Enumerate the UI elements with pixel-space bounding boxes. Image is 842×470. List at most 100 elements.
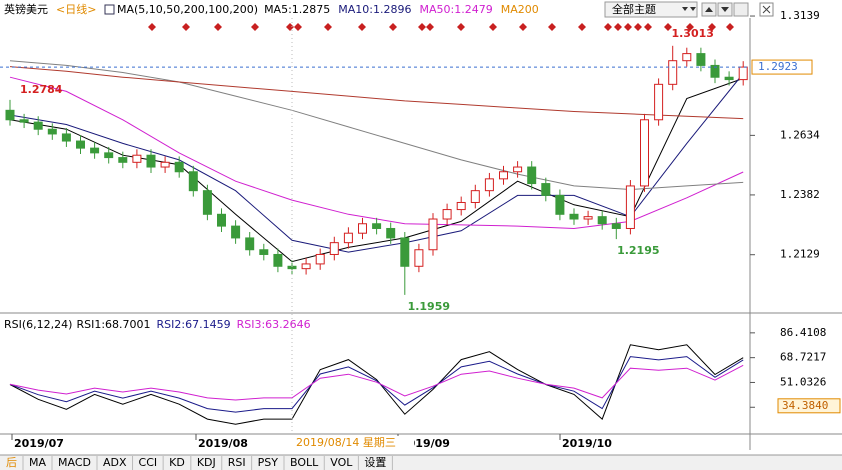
tab[interactable]: RSI <box>228 456 246 469</box>
candle-body <box>118 157 128 163</box>
ma-legend-item: MA50:1.2479 <box>420 3 493 16</box>
candle-body <box>19 119 29 123</box>
tab[interactable]: MACD <box>58 456 91 469</box>
current-price-box <box>751 59 813 75</box>
event-marker <box>604 23 612 31</box>
tab[interactable]: BOLL <box>290 456 319 469</box>
extreme-label: 1.2784 <box>20 83 63 96</box>
candle-body <box>456 201 466 211</box>
candle-body <box>484 178 494 192</box>
tab[interactable]: KDJ <box>197 456 216 469</box>
rsi-legend-item: RSI3:63.2646 <box>237 318 311 331</box>
tab[interactable]: ADX <box>103 456 127 469</box>
candle-body <box>682 53 692 62</box>
x-tick-label: 2019/10 <box>562 437 612 450</box>
candle-body <box>259 249 269 255</box>
candle-body <box>470 190 480 203</box>
rsi-params: RSI(6,12,24) <box>4 318 72 331</box>
tab[interactable]: CCI <box>139 456 158 469</box>
candle-body <box>428 218 438 251</box>
event-marker <box>664 23 672 31</box>
down-arrow <box>721 7 729 12</box>
candle-body <box>555 194 565 215</box>
crosshair-date-box <box>292 436 414 450</box>
theme-dropdown[interactable] <box>604 1 698 18</box>
ma-params: MA(5,10,50,200,100,200) <box>117 3 258 16</box>
ma-legend-item: MA10:1.2896 <box>338 3 411 16</box>
event-marker <box>294 23 302 31</box>
tab[interactable]: VOL <box>330 456 353 469</box>
candle-body <box>442 209 452 220</box>
candle-body <box>33 121 43 130</box>
candle-body <box>499 171 508 180</box>
candle-body <box>541 183 551 196</box>
candle-body <box>724 76 734 81</box>
candle-body <box>668 60 678 85</box>
rsi-y-tick-label: 51.0326 <box>780 375 826 388</box>
event-marker <box>578 23 586 31</box>
ma-line <box>9 66 744 120</box>
event-marker <box>489 23 497 31</box>
event-marker <box>519 23 527 31</box>
tab-bar <box>0 455 842 470</box>
tab[interactable]: KD <box>169 456 185 469</box>
rsi-line <box>9 344 744 425</box>
candle-body <box>5 109 15 121</box>
y-tick-label: 1.3139 <box>780 9 820 22</box>
candle-body <box>76 140 85 149</box>
candle-body <box>188 171 198 192</box>
candle-body <box>400 237 410 267</box>
rsi-legend-item: RSI1:68.7001 <box>76 318 150 331</box>
candle-body <box>160 161 170 168</box>
y-tick-label: 1.2634 <box>780 128 820 141</box>
rsi-legend: RSI1:68.7001 RSI2:67.1459 RSI3:63.2646 <box>76 318 310 331</box>
candle-body <box>231 225 241 239</box>
event-marker <box>624 23 632 31</box>
event-marker <box>686 23 694 31</box>
candle-body <box>611 223 621 229</box>
tab[interactable]: 设置 <box>364 456 386 469</box>
rsi-line <box>9 356 744 413</box>
event-marker <box>358 23 366 31</box>
event-marker <box>708 23 716 31</box>
plus-button[interactable] <box>733 2 749 17</box>
candle-body <box>90 147 100 154</box>
candle-body <box>301 263 311 270</box>
x-tick-label: 2019/07 <box>14 437 64 450</box>
event-marker <box>644 23 652 31</box>
event-marker <box>182 23 190 31</box>
event-marker <box>548 23 556 31</box>
extreme-label: 1.3013 <box>671 27 713 40</box>
candle-body <box>315 253 325 265</box>
checkbox[interactable] <box>104 4 115 15</box>
tab[interactable]: MA <box>29 456 46 469</box>
y-tick-label: 1.2129 <box>780 248 820 261</box>
candle-body <box>132 154 142 163</box>
crosshair-date: 2019/08/14 星期三 <box>296 436 396 449</box>
candle-body <box>273 253 283 267</box>
ma-line <box>9 77 744 263</box>
tab[interactable]: PSY <box>258 456 279 469</box>
candle-body <box>414 249 424 267</box>
ma-legend: MA5:1.2875 MA10:1.2896 MA50:1.2479 MA200 <box>264 3 539 16</box>
candle-body <box>583 216 593 220</box>
candle-body <box>358 223 367 234</box>
candle-body <box>329 242 339 255</box>
ma-line <box>9 60 744 191</box>
candle-body <box>61 133 71 142</box>
current-price-label: 1.2923 <box>758 60 798 73</box>
rsi-y-tick-label: 86.4108 <box>780 326 826 339</box>
candle-body <box>146 154 156 168</box>
period[interactable]: <日线> <box>56 2 96 16</box>
candle-body <box>217 213 226 227</box>
theme-label[interactable]: 全部主题 <box>612 2 656 16</box>
dropdown-arrows[interactable] <box>682 7 696 11</box>
candle-body <box>104 152 114 159</box>
event-marker <box>286 23 294 31</box>
candle-body <box>202 190 212 215</box>
close-icon <box>762 5 771 14</box>
tab[interactable]: 后 <box>6 456 17 469</box>
candle-body <box>696 53 706 66</box>
event-marker <box>614 23 622 31</box>
